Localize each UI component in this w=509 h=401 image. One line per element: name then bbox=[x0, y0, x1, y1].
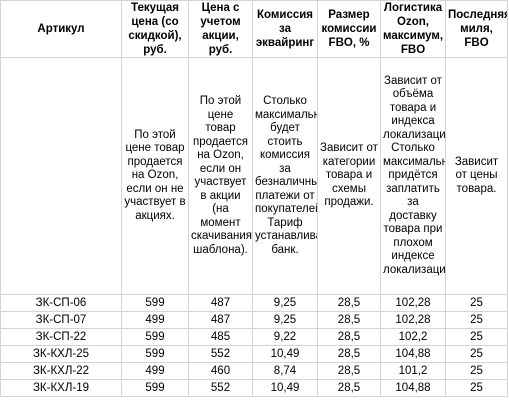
cell-acquiring[interactable]: 9,25 bbox=[252, 311, 318, 329]
cell-acquiring[interactable]: 10,49 bbox=[252, 379, 318, 397]
cell-logistics[interactable]: 102,28 bbox=[380, 294, 446, 312]
cell-last-mile[interactable]: 25 bbox=[445, 294, 508, 312]
table-row: ЗК-КХЛ-19 599 552 10,49 28,5 104,88 25 bbox=[0, 379, 508, 397]
cell-sku[interactable]: ЗК-СП-07 bbox=[0, 311, 122, 329]
cell-logistics[interactable]: 104,88 bbox=[380, 345, 446, 363]
header-fbo-commission[interactable]: Размер комиссии FBO, % bbox=[317, 0, 381, 58]
desc-logistics[interactable]: Зависит от объёма товара и индекса локал… bbox=[380, 57, 446, 295]
cell-sku[interactable]: ЗК-КХЛ-25 bbox=[0, 345, 122, 363]
cell-last-mile[interactable]: 25 bbox=[445, 362, 508, 380]
table-row: ЗК-СП-06 599 487 9,25 28,5 102,28 25 bbox=[0, 294, 508, 312]
header-sku[interactable]: Артикул bbox=[0, 0, 122, 58]
description-row: По этой цене товар продается на Ozon, ес… bbox=[0, 57, 508, 295]
desc-acquiring[interactable]: Столько максимально будет стоить комисси… bbox=[252, 57, 318, 295]
desc-fbo-commission[interactable]: Зависит от категории товара и схемы прод… bbox=[317, 57, 381, 295]
cell-promo-price[interactable]: 552 bbox=[188, 345, 253, 363]
cell-promo-price[interactable]: 552 bbox=[188, 379, 253, 397]
cell-fbo-commission[interactable]: 28,5 bbox=[317, 362, 381, 380]
cell-logistics[interactable]: 104,88 bbox=[380, 379, 446, 397]
cell-current-price[interactable]: 499 bbox=[121, 311, 189, 329]
desc-sku[interactable] bbox=[0, 57, 122, 295]
cell-fbo-commission[interactable]: 28,5 bbox=[317, 379, 381, 397]
desc-promo-price[interactable]: По этой цене товар продается на Ozon, ес… bbox=[188, 57, 253, 295]
cell-current-price[interactable]: 599 bbox=[121, 328, 189, 346]
cell-logistics[interactable]: 102,28 bbox=[380, 311, 446, 329]
cell-acquiring[interactable]: 10,49 bbox=[252, 345, 318, 363]
table-row: ЗК-СП-22 599 485 9,22 28,5 102,2 25 bbox=[0, 328, 508, 346]
cell-last-mile[interactable]: 25 bbox=[445, 311, 508, 329]
cell-promo-price[interactable]: 485 bbox=[188, 328, 253, 346]
desc-current-price[interactable]: По этой цене товар продается на Ozon, ес… bbox=[121, 57, 189, 295]
cell-promo-price[interactable]: 460 bbox=[188, 362, 253, 380]
cell-current-price[interactable]: 599 bbox=[121, 294, 189, 312]
cell-fbo-commission[interactable]: 28,5 bbox=[317, 345, 381, 363]
cell-current-price[interactable]: 599 bbox=[121, 379, 189, 397]
cell-last-mile[interactable]: 25 bbox=[445, 345, 508, 363]
header-last-mile[interactable]: Последняя миля, FBO bbox=[445, 0, 508, 58]
header-logistics[interactable]: Логистика Ozon, максимум, FBO bbox=[380, 0, 446, 58]
table-row: ЗК-СП-07 499 487 9,25 28,5 102,28 25 bbox=[0, 311, 508, 329]
data-rows: ЗК-СП-06 599 487 9,25 28,5 102,28 25 ЗК-СП-07 49… bbox=[0, 294, 508, 397]
cell-fbo-commission[interactable]: 28,5 bbox=[317, 328, 381, 346]
cell-promo-price[interactable]: 487 bbox=[188, 311, 253, 329]
cell-last-mile[interactable]: 25 bbox=[445, 328, 508, 346]
cell-last-mile[interactable]: 25 bbox=[445, 379, 508, 397]
cell-fbo-commission[interactable]: 28,5 bbox=[317, 311, 381, 329]
table-row: ЗК-КХЛ-25 599 552 10,49 28,5 104,88 25 bbox=[0, 345, 508, 363]
header-promo-price[interactable]: Цена с учетом акции, руб. bbox=[188, 0, 253, 58]
cell-logistics[interactable]: 101,2 bbox=[380, 362, 446, 380]
cell-logistics[interactable]: 102,2 bbox=[380, 328, 446, 346]
table-row: ЗК-КХЛ-22 499 460 8,74 28,5 101,2 25 bbox=[0, 362, 508, 380]
header-acquiring[interactable]: Комиссия за эквайринг bbox=[252, 0, 318, 58]
cell-sku[interactable]: ЗК-СП-22 bbox=[0, 328, 122, 346]
cell-sku[interactable]: ЗК-КХЛ-22 bbox=[0, 362, 122, 380]
cell-current-price[interactable]: 599 bbox=[121, 345, 189, 363]
cell-acquiring[interactable]: 8,74 bbox=[252, 362, 318, 380]
cell-acquiring[interactable]: 9,25 bbox=[252, 294, 318, 312]
header-current-price[interactable]: Текущая цена (со скидкой), руб. bbox=[121, 0, 189, 58]
cell-promo-price[interactable]: 487 bbox=[188, 294, 253, 312]
cell-fbo-commission[interactable]: 28,5 bbox=[317, 294, 381, 312]
cell-current-price[interactable]: 499 bbox=[121, 362, 189, 380]
header-row: Артикул Текущая цена (со скидкой), руб. … bbox=[0, 0, 508, 58]
desc-last-mile[interactable]: Зависит от цены товара. bbox=[445, 57, 508, 295]
cell-sku[interactable]: ЗК-КХЛ-19 bbox=[0, 379, 122, 397]
cell-acquiring[interactable]: 9,22 bbox=[252, 328, 318, 346]
cell-sku[interactable]: ЗК-СП-06 bbox=[0, 294, 122, 312]
